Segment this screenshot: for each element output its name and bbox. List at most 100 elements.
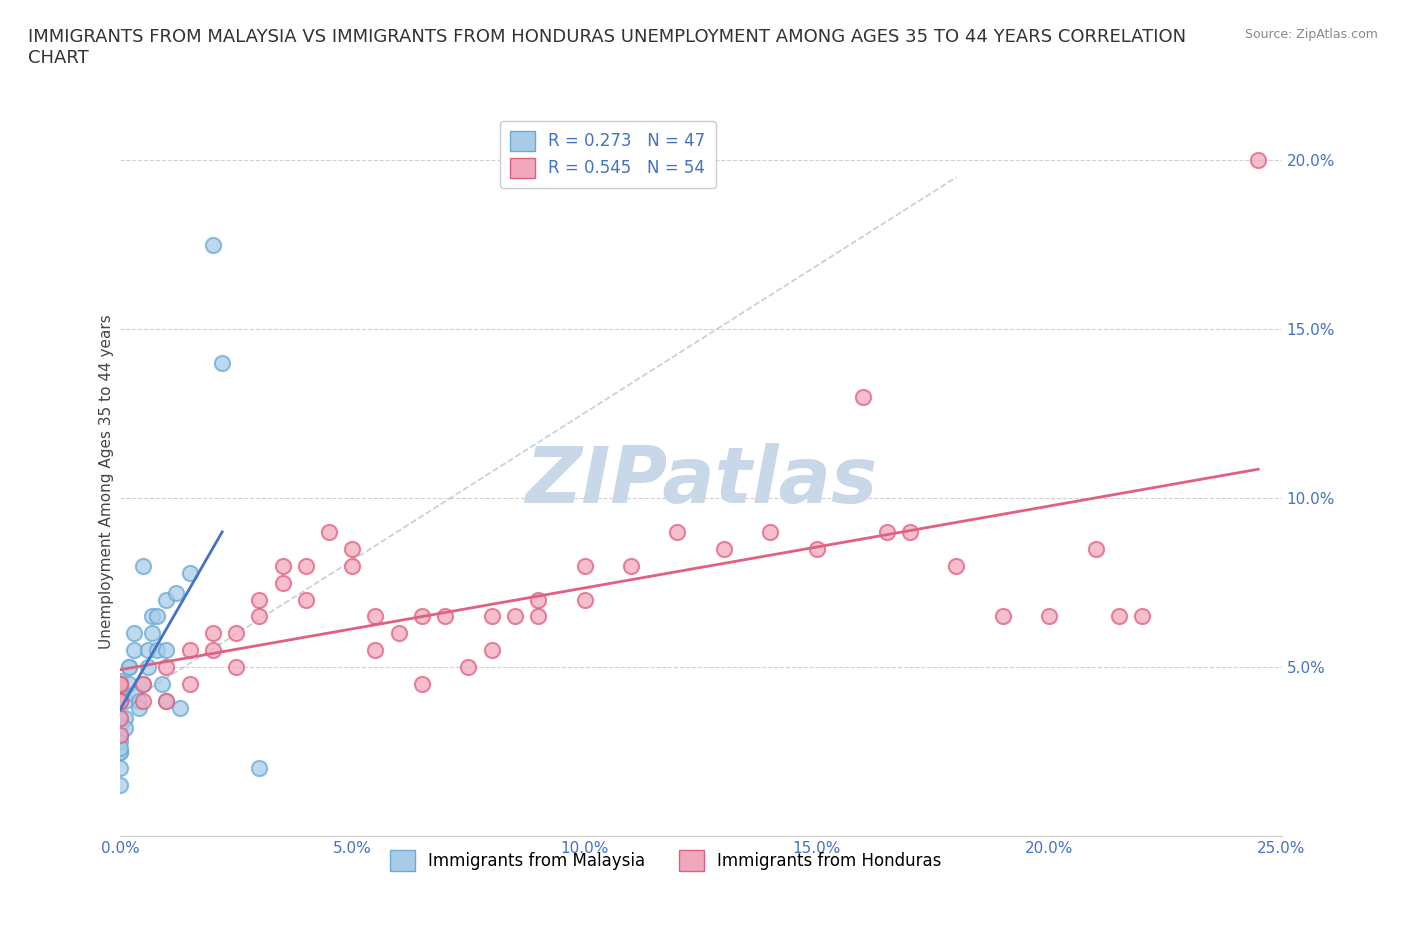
Point [136, 659, 159, 674]
Point [666, 525, 689, 539]
Point [141, 609, 163, 624]
Point [201, 626, 224, 641]
Point [108, 684, 131, 698]
Point [294, 558, 316, 573]
Point [225, 626, 247, 641]
Point [179, 643, 201, 658]
Point [118, 676, 141, 691]
Point [118, 659, 141, 674]
Point [108, 676, 131, 691]
Point [108, 734, 131, 749]
Point [898, 525, 921, 539]
Point [114, 694, 136, 709]
Point [342, 541, 364, 556]
Point [1108, 609, 1130, 624]
Point [457, 659, 479, 674]
Point [122, 626, 145, 641]
Point [179, 676, 201, 691]
Point [1038, 609, 1060, 624]
Text: Source: ZipAtlas.com: Source: ZipAtlas.com [1244, 28, 1378, 41]
Point [155, 659, 177, 674]
Point [503, 609, 526, 624]
Point [876, 525, 898, 539]
Point [128, 694, 150, 709]
Point [574, 592, 596, 607]
Point [759, 525, 782, 539]
Point [108, 777, 131, 792]
Point [294, 592, 316, 607]
Text: IMMIGRANTS FROM MALAYSIA VS IMMIGRANTS FROM HONDURAS UNEMPLOYMENT AMONG AGES 35 : IMMIGRANTS FROM MALAYSIA VS IMMIGRANTS F… [28, 28, 1187, 67]
Point [211, 355, 233, 370]
Point [122, 686, 145, 701]
Point [108, 676, 131, 691]
Point [114, 711, 136, 725]
Point [481, 609, 503, 624]
Point [271, 558, 294, 573]
Point [132, 676, 155, 691]
Text: ZIPatlas: ZIPatlas [524, 444, 877, 519]
Point [806, 541, 828, 556]
Point [108, 676, 131, 691]
Point [165, 585, 187, 600]
Point [201, 237, 224, 252]
Point [201, 643, 224, 658]
Legend: Immigrants from Malaysia, Immigrants from Honduras: Immigrants from Malaysia, Immigrants fro… [384, 844, 948, 877]
Point [852, 390, 875, 405]
Point [247, 609, 270, 624]
Point [318, 525, 340, 539]
Point [713, 541, 735, 556]
Point [179, 565, 201, 580]
Point [150, 676, 173, 691]
Point [141, 626, 163, 641]
Point [114, 721, 136, 736]
Point [527, 609, 550, 624]
Point [108, 744, 131, 759]
Point [122, 643, 145, 658]
Y-axis label: Unemployment Among Ages 35 to 44 years: Unemployment Among Ages 35 to 44 years [100, 314, 114, 649]
Point [155, 694, 177, 709]
Point [118, 659, 141, 674]
Point [364, 609, 387, 624]
Point [108, 684, 131, 698]
Point [271, 576, 294, 591]
Point [108, 717, 131, 732]
Point [155, 694, 177, 709]
Point [132, 694, 155, 709]
Point [945, 558, 967, 573]
Point [108, 673, 131, 688]
Point [108, 694, 131, 709]
Point [108, 711, 131, 725]
Point [574, 558, 596, 573]
Point [247, 592, 270, 607]
Point [108, 727, 131, 742]
Point [146, 643, 169, 658]
Point [108, 694, 131, 709]
Point [364, 643, 387, 658]
Point [991, 609, 1014, 624]
Point [1130, 609, 1153, 624]
Point [108, 676, 131, 691]
Point [108, 694, 131, 709]
Point [108, 694, 131, 709]
Point [225, 659, 247, 674]
Point [388, 626, 411, 641]
Point [132, 676, 155, 691]
Point [136, 643, 159, 658]
Point [481, 643, 503, 658]
Point [411, 609, 433, 624]
Point [108, 740, 131, 755]
Point [155, 643, 177, 658]
Point [620, 558, 643, 573]
Point [132, 558, 155, 573]
Point [128, 700, 150, 715]
Point [411, 676, 433, 691]
Point [108, 727, 131, 742]
Point [169, 700, 191, 715]
Point [146, 609, 169, 624]
Point [1247, 153, 1270, 167]
Point [108, 694, 131, 709]
Point [247, 761, 270, 776]
Point [108, 711, 131, 725]
Point [108, 744, 131, 759]
Point [527, 592, 550, 607]
